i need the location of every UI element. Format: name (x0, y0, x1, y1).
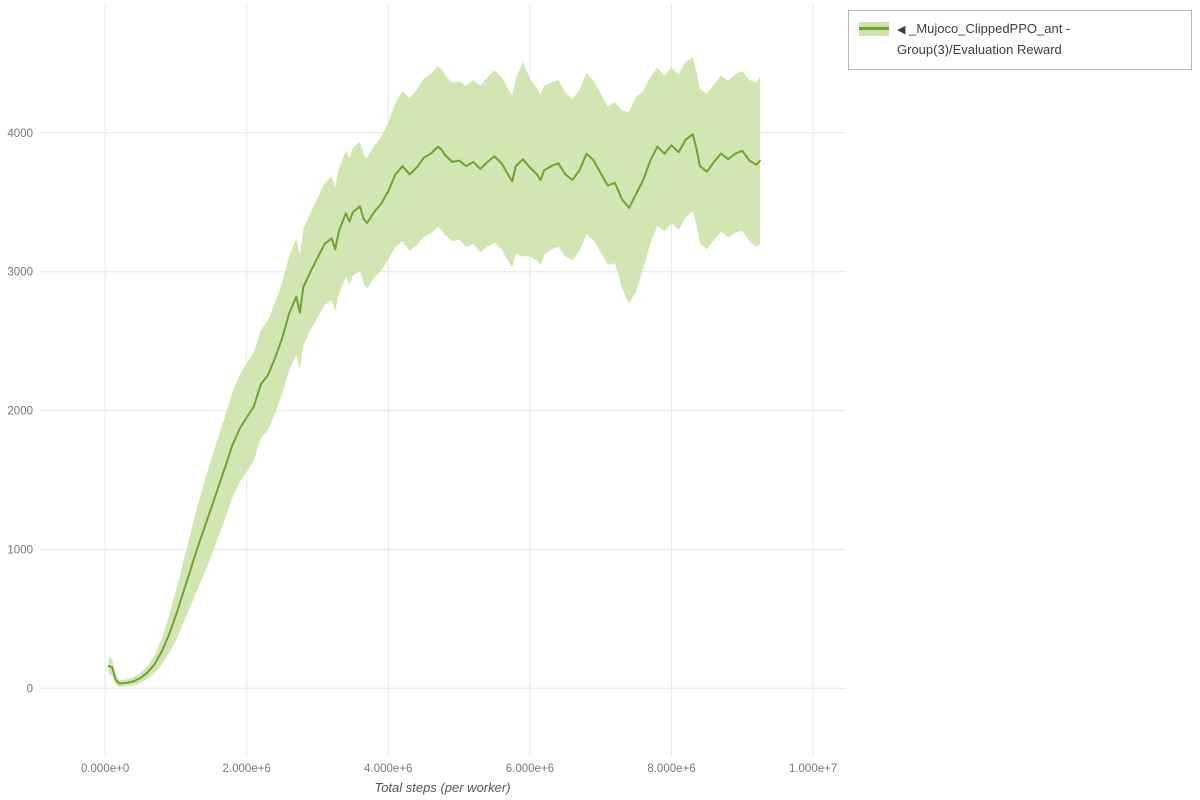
x-tick-label: 0.000e+0 (81, 763, 129, 775)
x-axis-label: Total steps (per worker) (374, 780, 510, 795)
x-tick-label: 6.000e+6 (506, 763, 554, 775)
x-tick-label: 4.000e+6 (364, 763, 412, 775)
triangle-left-icon: ◀ (897, 24, 906, 36)
legend-label-text: _Mujoco_ClippedPPO_ant - Group(3)/Evalua… (897, 21, 1071, 57)
legend-item[interactable]: ◀ _Mujoco_ClippedPPO_ant - Group(3)/Eval… (859, 19, 1181, 61)
y-tick-label: 1000 (7, 544, 33, 556)
legend-line-sample (859, 27, 889, 30)
legend: ◀ _Mujoco_ClippedPPO_ant - Group(3)/Eval… (848, 10, 1192, 70)
y-tick-label: 2000 (7, 406, 33, 418)
y-tick-label: 0 (27, 683, 33, 695)
x-tick-label: 2.000e+6 (223, 763, 271, 775)
legend-band-swatch (859, 22, 889, 36)
mean-line (107, 133, 761, 685)
legend-label: ◀ _Mujoco_ClippedPPO_ant - Group(3)/Eval… (897, 19, 1181, 61)
y-tick-label: 3000 (7, 267, 33, 279)
x-tick-label: 8.000e+6 (647, 763, 695, 775)
x-tick-label: 1.000e+7 (789, 763, 837, 775)
y-tick-label: 4000 (7, 128, 33, 140)
confidence-band (108, 57, 760, 687)
